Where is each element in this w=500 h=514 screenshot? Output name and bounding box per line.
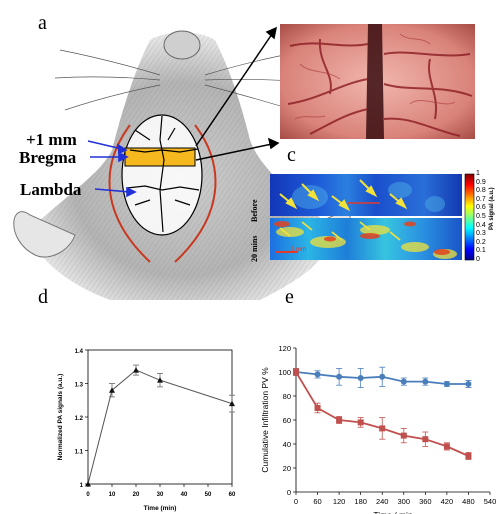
- x-tick-label: 360: [419, 497, 432, 506]
- y-tick-label: 1.4: [75, 349, 84, 355]
- data-point: [465, 453, 472, 459]
- data-point: [157, 377, 163, 383]
- y-axis-label: Cumulative Infiltration PV %: [260, 367, 270, 473]
- x-tick-label: 60: [313, 497, 321, 506]
- plot-frame: [87, 349, 233, 485]
- colorbar: [464, 173, 475, 261]
- x-tick-label: 120: [333, 497, 346, 506]
- colorbar-tick-label: 0: [476, 256, 480, 263]
- data-point: [422, 436, 429, 443]
- chart-d: 0 10 20 30 40 50 60 1 1.1 1.2 1.3 1.4 Time (min) Norm…: [57, 349, 236, 512]
- colorbar-tick-label: 0.5: [476, 213, 486, 220]
- row-label-before: Before: [250, 199, 259, 222]
- y-tick-label: 80: [283, 392, 291, 401]
- x-tick-label: 60: [229, 492, 236, 498]
- data-point: [357, 419, 364, 426]
- pa-heatmaps: [270, 173, 475, 261]
- colorbar-tick-label: 0.1: [476, 247, 486, 255]
- row-label-20mins: 20 mins: [250, 235, 259, 262]
- data-point: [293, 369, 299, 375]
- x-axis-label: Time (min): [144, 505, 177, 512]
- data-point: [357, 375, 364, 381]
- y-tick-label: 1.1: [75, 450, 84, 456]
- data-point: [336, 417, 343, 423]
- x-tick-label: 50: [205, 492, 212, 498]
- data-point: [422, 378, 429, 385]
- label-bregma: Bregma: [19, 148, 77, 167]
- x-tick-label: 240: [376, 497, 389, 506]
- data-point: [443, 443, 450, 450]
- colorbar-tick-label: 0.4: [476, 221, 486, 229]
- x-tick-label: 180: [354, 497, 367, 506]
- colorbar-tick-label: 0.3: [476, 230, 486, 238]
- data-point: [314, 371, 321, 378]
- data-point: [133, 367, 139, 373]
- y-tick-label: 120: [278, 344, 291, 353]
- x-tick-label: 480: [462, 497, 475, 506]
- heatmap-20mins: [270, 218, 462, 260]
- panel-d-letter: d: [38, 286, 48, 308]
- x-tick-label: 0: [294, 497, 298, 506]
- data-point: [379, 373, 386, 380]
- x-tick-label: 300: [398, 497, 411, 506]
- y-tick-label: 1.3: [75, 383, 84, 389]
- colorbar-tick-label: 1: [476, 170, 480, 177]
- y-tick-label: 0: [287, 488, 291, 497]
- y-tick-label: 40: [283, 440, 291, 449]
- data-point: [443, 381, 450, 387]
- colorbar-title: PA signal (a.u.): [489, 187, 495, 230]
- y-tick-label: 60: [283, 416, 291, 425]
- label-plus1mm: +1 mm: [26, 130, 77, 149]
- data-point: [400, 378, 407, 385]
- panel-c-letter: c: [287, 144, 296, 166]
- y-tick-label: 1: [80, 483, 84, 489]
- colorbar-tick-label: 0.9: [476, 178, 486, 186]
- x-tick-label: 10: [109, 492, 116, 498]
- data-point: [379, 425, 386, 432]
- chart-e: 0 60 120 180 240 300 360 420 480 540 0 20 40 60 80 100 1…: [260, 344, 497, 514]
- panel-e-letter: e: [285, 286, 294, 308]
- x-tick-label: 540: [484, 497, 497, 506]
- heatmap-before: [270, 174, 462, 216]
- y-tick-label: 20: [283, 464, 291, 473]
- panel-a-letter: a: [38, 12, 47, 34]
- x-tick-label: 420: [441, 497, 454, 506]
- x-axis-label: Time / min: [373, 510, 413, 514]
- colorbar-tick-label: 0.2: [476, 238, 486, 246]
- data-point: [109, 387, 115, 393]
- data-point: [229, 400, 235, 407]
- colorbar-tick-label: 0.6: [476, 204, 486, 212]
- scalebar-label: 1 mm: [291, 247, 306, 253]
- y-axis-label: Normalized PA signals (a.u.): [57, 374, 64, 461]
- data-point: [85, 481, 91, 487]
- x-tick-label: 20: [133, 492, 140, 498]
- data-point: [400, 432, 407, 439]
- x-tick-label: 0: [86, 492, 90, 498]
- label-lambda: Lambda: [20, 180, 82, 199]
- cortex-photo: [280, 24, 475, 139]
- x-tick-label: 30: [157, 492, 164, 498]
- data-point: [336, 373, 343, 380]
- y-tick-label: 1.2: [75, 416, 84, 422]
- colorbar-tick-label: 0.8: [476, 187, 486, 195]
- y-tick-label: 100: [278, 368, 291, 377]
- data-point: [465, 381, 472, 387]
- colorbar-tick-label: 0.7: [476, 195, 486, 203]
- x-tick-label: 40: [181, 492, 188, 498]
- data-point: [314, 405, 321, 411]
